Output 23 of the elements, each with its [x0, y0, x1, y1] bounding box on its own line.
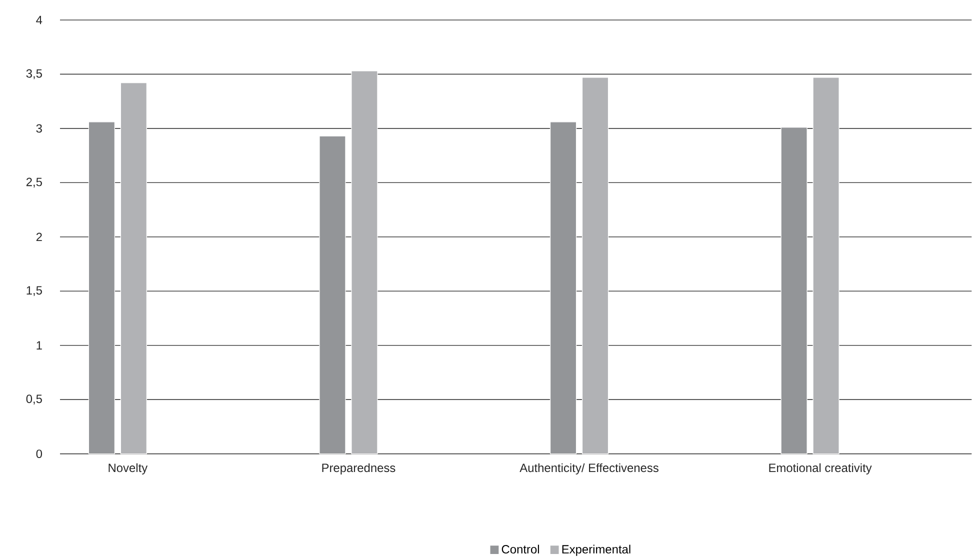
- y-tick-label: 1: [36, 341, 42, 350]
- bar: [351, 70, 378, 454]
- y-tick-label: 2,5: [26, 178, 42, 188]
- y-tick-label: 0,5: [26, 394, 42, 405]
- bar: [319, 136, 346, 454]
- bar: [88, 122, 115, 454]
- y-tick-label: 3: [36, 124, 42, 133]
- y-tick-label: 1,5: [26, 286, 42, 296]
- bar: [550, 122, 577, 454]
- y-tick-label: 2: [36, 232, 42, 242]
- x-tick-label: Authenticity/ Effectiveness: [520, 463, 658, 475]
- bar: [582, 77, 609, 454]
- y-tick-label: 3,5: [26, 69, 42, 80]
- y-tick-label: 4: [36, 16, 42, 24]
- bar: [812, 77, 840, 454]
- x-tick-label: Emotional creativity: [769, 463, 872, 475]
- legend-label: Control: [502, 544, 539, 554]
- y-tick-label: 0: [36, 450, 42, 458]
- bar: [780, 127, 808, 454]
- bar: [120, 82, 147, 454]
- x-tick-label: Novelty: [108, 463, 148, 475]
- x-tick-label: Preparedness: [322, 463, 396, 475]
- legend-label: Experimental: [562, 544, 630, 556]
